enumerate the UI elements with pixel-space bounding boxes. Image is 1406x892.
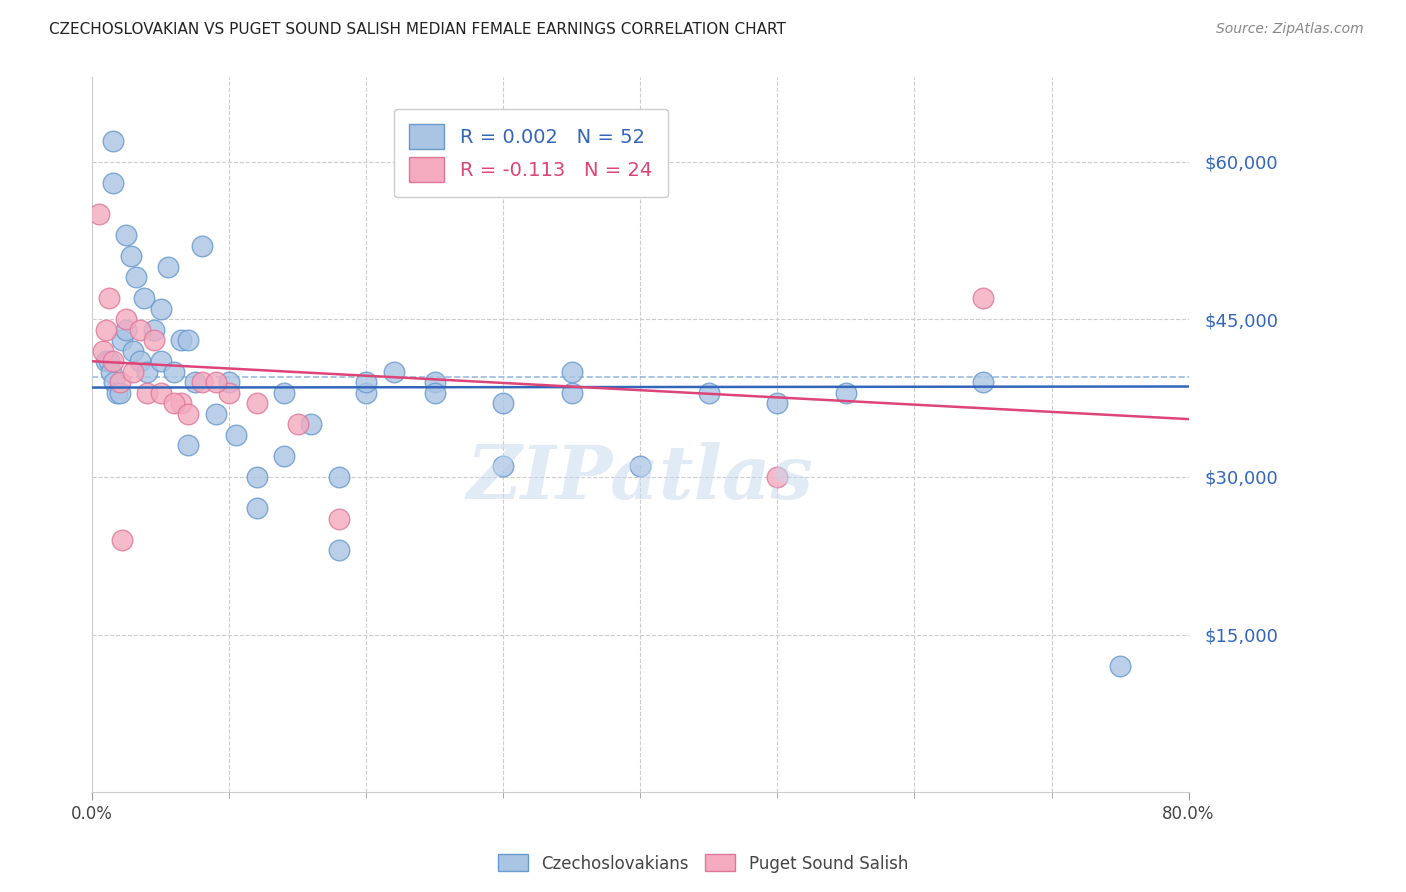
Point xyxy=(177,438,200,452)
Point xyxy=(225,428,247,442)
Point xyxy=(273,385,295,400)
Point xyxy=(134,291,156,305)
Point xyxy=(100,365,122,379)
Point xyxy=(492,396,515,410)
Point xyxy=(111,333,134,347)
Point xyxy=(156,260,179,274)
Point xyxy=(115,323,138,337)
Point xyxy=(149,301,172,316)
Point xyxy=(94,323,117,337)
Point xyxy=(108,385,131,400)
Point xyxy=(628,459,651,474)
Point xyxy=(191,238,214,252)
Point xyxy=(142,333,165,347)
Point xyxy=(97,291,120,305)
Point xyxy=(218,385,240,400)
Point xyxy=(115,312,138,326)
Point xyxy=(163,365,186,379)
Point xyxy=(287,417,309,432)
Point xyxy=(87,207,110,221)
Point xyxy=(170,333,193,347)
Point xyxy=(91,343,114,358)
Point xyxy=(115,228,138,243)
Point xyxy=(766,470,789,484)
Point xyxy=(204,376,226,390)
Point xyxy=(101,134,124,148)
Point xyxy=(204,407,226,421)
Text: ZIPatlas: ZIPatlas xyxy=(467,442,814,514)
Point xyxy=(273,449,295,463)
Point xyxy=(136,365,159,379)
Legend: R = 0.002   N = 52, R = -0.113   N = 24: R = 0.002 N = 52, R = -0.113 N = 24 xyxy=(394,109,668,197)
Point xyxy=(382,365,405,379)
Point xyxy=(111,533,134,547)
Point xyxy=(246,501,269,516)
Point xyxy=(218,376,240,390)
Point xyxy=(136,385,159,400)
Point xyxy=(129,323,152,337)
Point xyxy=(103,376,125,390)
Point xyxy=(125,270,148,285)
Point xyxy=(149,354,172,368)
Point xyxy=(246,396,269,410)
Point xyxy=(163,396,186,410)
Point xyxy=(492,459,515,474)
Point xyxy=(122,343,145,358)
Point xyxy=(105,385,128,400)
Point xyxy=(149,385,172,400)
Point xyxy=(177,407,200,421)
Point xyxy=(97,354,120,368)
Point xyxy=(191,376,214,390)
Point xyxy=(101,354,124,368)
Point xyxy=(328,543,350,558)
Point xyxy=(972,291,994,305)
Point xyxy=(972,376,994,390)
Point xyxy=(170,396,193,410)
Point xyxy=(766,396,789,410)
Point xyxy=(1109,659,1132,673)
Point xyxy=(423,385,446,400)
Point xyxy=(108,376,131,390)
Point xyxy=(328,512,350,526)
Point xyxy=(129,354,152,368)
Point xyxy=(697,385,720,400)
Point xyxy=(246,470,269,484)
Point xyxy=(120,249,142,263)
Point xyxy=(184,376,207,390)
Point xyxy=(561,385,583,400)
Text: Source: ZipAtlas.com: Source: ZipAtlas.com xyxy=(1216,22,1364,37)
Point xyxy=(94,354,117,368)
Point xyxy=(122,365,145,379)
Point xyxy=(328,470,350,484)
Point xyxy=(142,323,165,337)
Point xyxy=(561,365,583,379)
Point xyxy=(356,376,378,390)
Point xyxy=(177,333,200,347)
Point xyxy=(301,417,323,432)
Text: CZECHOSLOVAKIAN VS PUGET SOUND SALISH MEDIAN FEMALE EARNINGS CORRELATION CHART: CZECHOSLOVAKIAN VS PUGET SOUND SALISH ME… xyxy=(49,22,786,37)
Point xyxy=(101,176,124,190)
Point xyxy=(423,376,446,390)
Point xyxy=(356,385,378,400)
Point xyxy=(835,385,858,400)
Legend: Czechoslovakians, Puget Sound Salish: Czechoslovakians, Puget Sound Salish xyxy=(491,847,915,880)
